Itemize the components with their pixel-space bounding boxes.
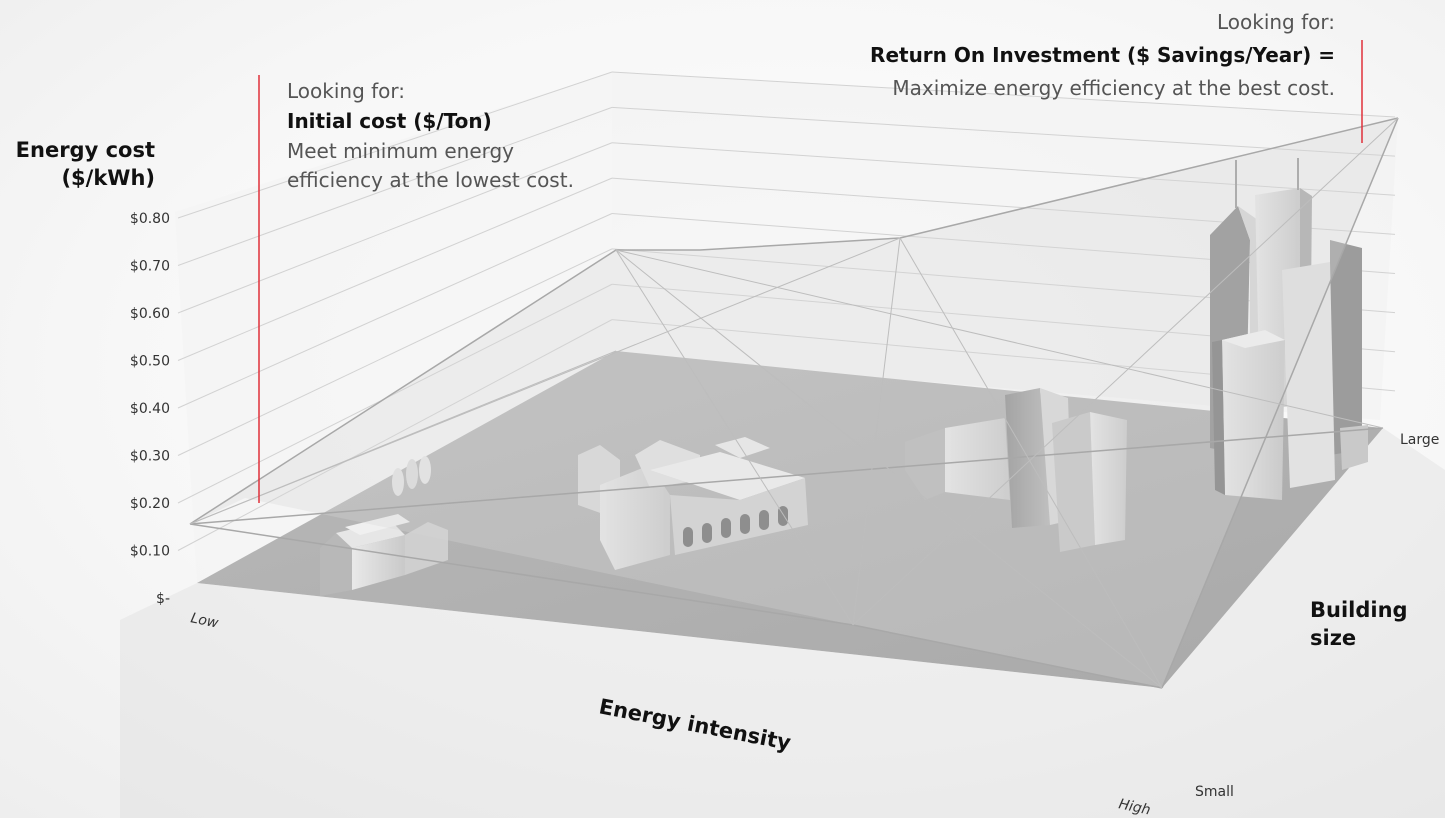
annotation-1-heading: Looking for: (287, 79, 405, 103)
z-axis-title-line1: Building (1310, 598, 1408, 622)
skyscrapers-icon (1210, 158, 1368, 500)
floor-front-border (120, 428, 1445, 818)
y-axis-title-line2: ($/kWh) (61, 166, 155, 190)
annotation-2-heading: Looking for: (1217, 10, 1335, 34)
small-houses-icon (320, 456, 448, 596)
cost-surface (189, 117, 1399, 689)
annotation-1-title: Initial cost ($/Ton) (287, 109, 492, 133)
x-tick-high: High (1117, 796, 1152, 818)
grid-line-left (177, 177, 613, 361)
y-tick-label: $0.80 (130, 211, 170, 227)
grid-line-left (177, 71, 613, 219)
annotation-2-title: Return On Investment ($ Savings/Year) = (870, 43, 1335, 67)
x-tick-low: Low (189, 610, 220, 632)
y-tick-label: $- (156, 591, 170, 607)
y-tick-label: $0.70 (130, 259, 170, 275)
grid-line-back (611, 142, 1396, 196)
y-tick-label: $0.10 (130, 544, 170, 560)
arch-windows (683, 506, 788, 547)
y-tick-label: $0.40 (130, 401, 170, 417)
y-axis-title-line1: Energy cost (16, 138, 155, 162)
grid-line-left (177, 213, 613, 409)
grid-line-left (177, 248, 613, 456)
grid-line-left (177, 106, 613, 266)
annotation-1-text-line1: Meet minimum energy (287, 139, 514, 163)
y-tick-label: $0.50 (130, 354, 170, 370)
roi-annotation: Looking for: Return On Investment ($ Sav… (870, 10, 1335, 100)
grid-line-back (611, 106, 1396, 157)
buildings (320, 158, 1368, 596)
y-tick-label: $0.20 (130, 496, 170, 512)
office-blocks-icon (905, 388, 1127, 552)
grid-line-left (177, 142, 613, 314)
annotation-1-text-line2: efficiency at the lowest cost. (287, 168, 574, 192)
y-tick-label: $0.30 (130, 449, 170, 465)
back-walls (175, 72, 1398, 583)
annotation-2-text-line1: Maximize energy efficiency at the best c… (892, 76, 1335, 100)
grid-line-left (177, 319, 613, 551)
z-tick-large: Large (1400, 432, 1439, 448)
y-axis-ticks: $- $0.10 $0.20 $0.30 $0.40 $0.50 $0.60 $0.70 $0.… (130, 211, 170, 607)
z-tick-small: Small (1195, 784, 1234, 800)
y-tick-label: $0.60 (130, 306, 170, 322)
z-axis-title-line2: size (1310, 626, 1356, 650)
grid-line-left (177, 283, 613, 504)
initial-cost-annotation: Looking for: Initial cost ($/Ton) Meet m… (287, 79, 574, 192)
grid-line-back (611, 71, 1396, 118)
